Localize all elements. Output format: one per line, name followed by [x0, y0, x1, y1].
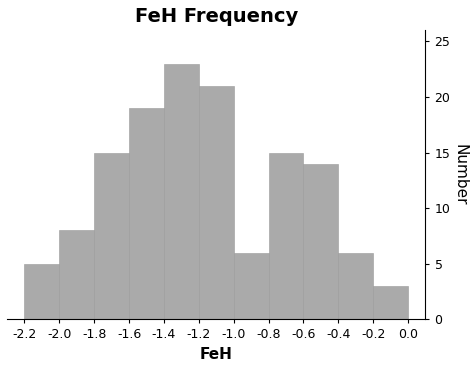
Bar: [303, 164, 338, 320]
Bar: [373, 286, 408, 320]
Bar: [199, 86, 234, 320]
Bar: [338, 253, 373, 320]
Bar: [234, 253, 269, 320]
Bar: [94, 153, 129, 320]
Bar: [24, 264, 59, 320]
Y-axis label: Number: Number: [452, 144, 467, 206]
Bar: [269, 153, 303, 320]
Bar: [129, 108, 164, 320]
Bar: [164, 63, 199, 320]
Title: FeH Frequency: FeH Frequency: [135, 7, 298, 26]
Bar: [59, 231, 94, 320]
X-axis label: FeH: FeH: [200, 347, 233, 362]
